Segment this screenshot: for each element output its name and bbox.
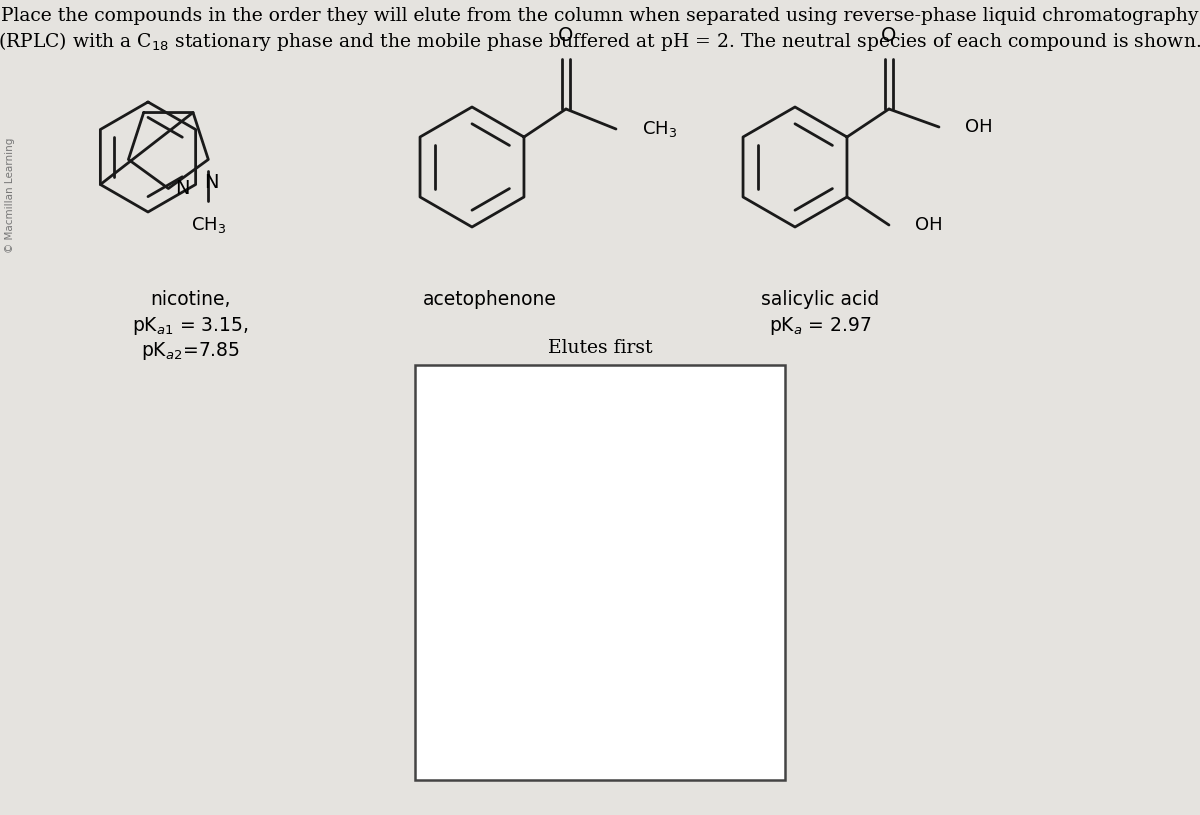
Text: pK$_{a1}$ = 3.15,: pK$_{a1}$ = 3.15,	[132, 315, 248, 337]
Text: (RPLC) with a C$_{18}$ stationary phase and the mobile phase buffered at pH = 2.: (RPLC) with a C$_{18}$ stationary phase …	[0, 30, 1200, 53]
Text: N: N	[175, 179, 190, 198]
Text: CH$_3$: CH$_3$	[191, 215, 226, 236]
Text: Elutes first: Elutes first	[547, 339, 653, 357]
Bar	[415, 365, 785, 780]
Text: pK$_a$ = 2.97: pK$_a$ = 2.97	[769, 315, 871, 337]
Text: O: O	[881, 26, 896, 45]
Text: nicotine,: nicotine,	[150, 290, 230, 309]
Text: Place the compounds in the order they will elute from the column when separated : Place the compounds in the order they wi…	[1, 7, 1199, 25]
Text: acetophenone: acetophenone	[424, 290, 557, 309]
Text: O: O	[558, 26, 574, 45]
Text: OH: OH	[965, 118, 992, 136]
Text: OH: OH	[914, 216, 942, 234]
Text: CH$_3$: CH$_3$	[642, 119, 677, 139]
Text: pK$_{a2}$=7.85: pK$_{a2}$=7.85	[140, 340, 239, 362]
Text: © Macmillan Learning: © Macmillan Learning	[5, 137, 16, 253]
Text: N: N	[204, 174, 218, 192]
Text: salicylic acid: salicylic acid	[761, 290, 880, 309]
